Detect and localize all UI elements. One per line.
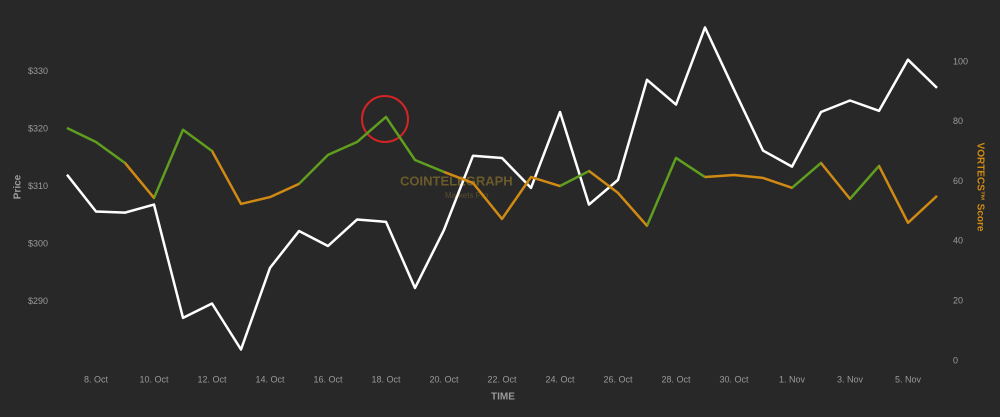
x-tick-label: 12. Oct xyxy=(197,374,227,384)
x-tick-label: 16. Oct xyxy=(313,374,343,384)
y-tick-label: $330 xyxy=(28,66,48,76)
x-tick-label: 14. Oct xyxy=(255,374,285,384)
x-tick-label: 22. Oct xyxy=(487,374,517,384)
watermark: Markets Pro xyxy=(445,191,489,200)
x-tick-label: 10. Oct xyxy=(139,374,169,384)
y2-axis-title: VORTECS™ Score xyxy=(974,143,985,232)
x-tick-label: 20. Oct xyxy=(429,374,459,384)
y2-tick-label: 20 xyxy=(953,296,963,306)
x-tick-label: 8. Oct xyxy=(84,374,109,384)
x-tick-label: 5. Nov xyxy=(895,374,922,384)
line xyxy=(66,26,938,351)
x-tick-label: 30. Oct xyxy=(719,374,749,384)
y-axis-title: Price xyxy=(13,174,24,199)
y2-tick-label: 80 xyxy=(953,116,963,126)
x-tick-label: 26. Oct xyxy=(603,374,633,384)
line xyxy=(66,115,938,228)
y-tick-label: $320 xyxy=(28,124,48,134)
x-tick-label: 1. Nov xyxy=(779,374,806,384)
y-tick-label: $290 xyxy=(28,296,48,306)
y2-tick-label: 100 xyxy=(953,56,968,66)
y-tick-label: $310 xyxy=(28,181,48,191)
y2-tick-label: 60 xyxy=(953,176,963,186)
x-tick-label: 24. Oct xyxy=(545,374,575,384)
watermark: COINTELEGRAPH xyxy=(400,173,513,188)
y2-tick-label: 0 xyxy=(953,355,958,365)
x-tick-label: 3. Nov xyxy=(837,374,864,384)
x-tick-label: 18. Oct xyxy=(371,374,401,384)
x-tick-label: 28. Oct xyxy=(661,374,691,384)
highlight-circle xyxy=(361,95,409,143)
y2-tick-label: 40 xyxy=(953,236,963,246)
y-tick-label: $300 xyxy=(28,239,48,249)
x-axis-title: TIME xyxy=(491,392,515,403)
